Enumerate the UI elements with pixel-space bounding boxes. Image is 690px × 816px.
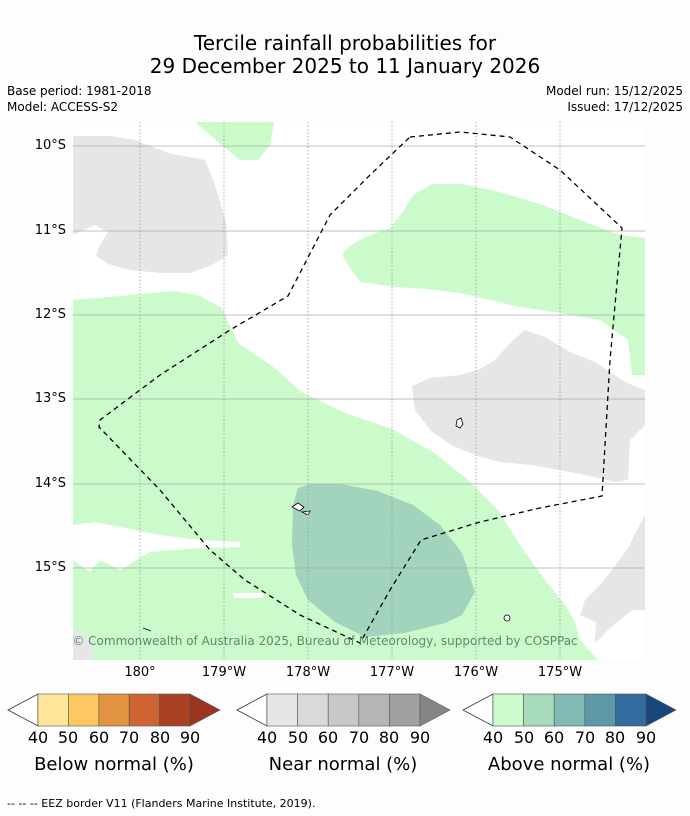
colorbar-title-below-normal: Below normal (%): [34, 754, 194, 775]
colorbar-under-arrow: [462, 693, 494, 727]
eez-footer-note: -- -- -- EEZ border V11 (Flanders Marine…: [7, 797, 316, 810]
colorbar-over-arrow: [189, 693, 221, 727]
colorbar-cell: [553, 693, 586, 727]
colorbar-near-normal: [236, 693, 451, 727]
colorbar-cell: [584, 693, 616, 727]
colorbar-tick: 90: [179, 728, 201, 747]
lat-label: 14°S: [34, 476, 66, 491]
colorbar-tick: 40: [27, 728, 49, 747]
colorbar-over-arrow: [419, 693, 451, 727]
colorbar-cell: [358, 693, 390, 727]
above-normal-40-region-north: [342, 184, 645, 375]
colorbar-tick: 50: [287, 728, 309, 747]
colorbar-tick: 60: [88, 728, 110, 747]
colorbar-tick: 70: [118, 728, 140, 747]
longitude-gridlines: [139, 122, 561, 660]
lon-label: 178°W: [285, 665, 331, 680]
colorbar-cell: [297, 693, 329, 727]
near-normal-region-northwest: [73, 136, 228, 273]
colorbar-below-normal: [7, 693, 221, 727]
near-normal-region-bottom-left: [73, 628, 95, 660]
model-name: Model: ACCESS-S2: [7, 100, 119, 114]
white-patch-small: [232, 593, 265, 598]
colorbar-cell: [37, 693, 69, 727]
colorbar-under-arrow: [236, 693, 268, 727]
colorbar-above-normal: [462, 693, 677, 727]
island-outline: [291, 502, 305, 512]
colorbar-cell: [98, 693, 130, 727]
lon-label: 180°: [124, 665, 156, 680]
colorbar-cell: [327, 693, 360, 727]
colorbar-title-near-normal: Near normal (%): [268, 754, 418, 775]
island-outline: [455, 417, 464, 429]
colorbar-tick: 70: [348, 728, 370, 747]
colorbar-cell: [266, 693, 298, 727]
white-patch-southwest: [73, 522, 240, 572]
near-normal-region-southeast: [580, 515, 645, 643]
colorbar-over-arrow: [645, 693, 677, 727]
colorbar-title-above-normal: Above normal (%): [487, 754, 651, 775]
colorbar-cell: [68, 693, 100, 727]
lat-label: 10°S: [34, 138, 66, 153]
above-normal-40-region-top: [195, 122, 274, 160]
colorbar-tick: 40: [256, 728, 278, 747]
colorbar-tick: 50: [57, 728, 79, 747]
colorbar-tick: 80: [378, 728, 400, 747]
model-run-date: Model run: 15/12/2025: [545, 84, 683, 98]
colorbar-tick: 60: [317, 728, 339, 747]
colorbar-cell: [492, 693, 524, 727]
lon-label: 175°W: [537, 665, 583, 680]
lon-label: 179°W: [201, 665, 247, 680]
colorbar-tick: 90: [409, 728, 431, 747]
lat-label: 15°S: [34, 560, 66, 575]
lat-label: 12°S: [34, 307, 66, 322]
copyright-text: © Commonwealth of Australia 2025, Bureau…: [72, 634, 577, 648]
issued-date: Issued: 17/12/2025: [567, 100, 683, 114]
lat-label: 11°S: [34, 223, 66, 238]
colorbar-cell: [389, 693, 421, 727]
colorbar-tick: 90: [635, 728, 657, 747]
colorbar-cell: [615, 693, 647, 727]
title-line-2: 29 December 2025 to 11 January 2026: [149, 54, 541, 78]
colorbar-tick: 80: [149, 728, 171, 747]
colorbar-tick: 40: [482, 728, 504, 747]
colorbar-tick: 50: [513, 728, 535, 747]
lon-label: 176°W: [453, 665, 499, 680]
above-normal-50-region: [292, 484, 475, 637]
colorbar-cell: [523, 693, 555, 727]
island-outline: [503, 614, 511, 622]
colorbar-tick: 80: [604, 728, 626, 747]
title-line-1: Tercile rainfall probabilities for: [193, 31, 497, 55]
colorbar-tick: 70: [574, 728, 596, 747]
base-period: Base period: 1981-2018: [7, 84, 152, 98]
lat-label: 13°S: [34, 391, 66, 406]
colorbar-tick: 60: [543, 728, 565, 747]
colorbar-under-arrow: [7, 693, 39, 727]
near-normal-region-east: [412, 330, 645, 482]
latitude-gridlines: [73, 145, 645, 569]
map-title: Tercile rainfall probabilities for 29 De…: [0, 32, 690, 78]
island-outline: [142, 627, 152, 632]
colorbar-cell: [159, 693, 191, 727]
colorbar-cell: [128, 693, 160, 727]
lon-label: 177°W: [369, 665, 415, 680]
